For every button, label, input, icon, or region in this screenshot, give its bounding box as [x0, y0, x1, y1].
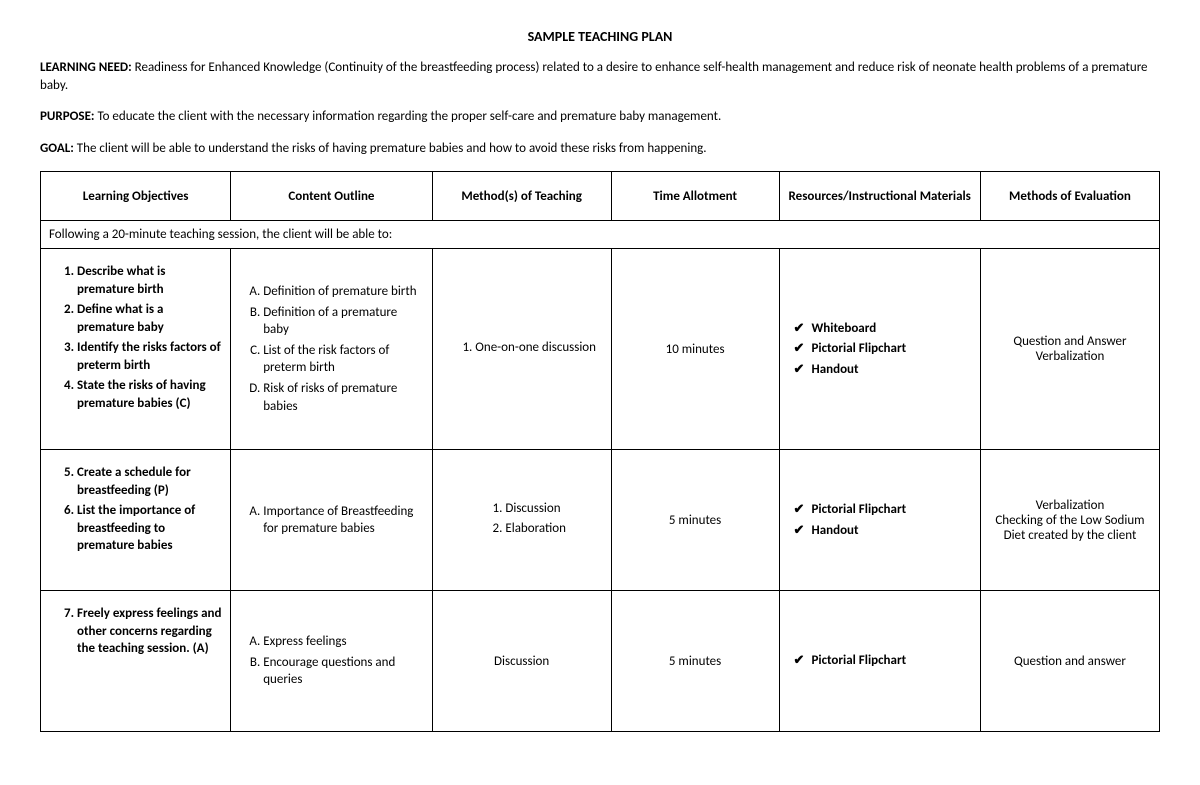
resource-item: Handout	[794, 361, 972, 379]
time-cell: 10 minutes	[611, 249, 779, 450]
content-item: Express feelings	[263, 633, 423, 651]
column-header: Method(s) of Teaching	[432, 172, 611, 221]
method-item: One-on-one discussion	[475, 339, 596, 357]
resource-item: Pictorial Flipchart	[794, 340, 972, 358]
purpose-text: To educate the client with the necessary…	[95, 109, 722, 124]
content-cell: Definition of premature birth Definition …	[231, 249, 432, 450]
learning-need-label: LEARNING NEED:	[40, 60, 132, 75]
table-row: Describe what is premature birthDefine w…	[41, 249, 1160, 450]
evaluation-cell: Question and Answer Verbalization	[980, 249, 1159, 450]
table-header-row: Learning ObjectivesContent OutlineMethod…	[41, 172, 1160, 221]
column-header: Resources/Instructional Materials	[779, 172, 980, 221]
resource-item: Pictorial Flipchart	[794, 501, 972, 519]
method-item: Elaboration	[505, 520, 566, 538]
resource-item: Whiteboard	[794, 320, 972, 338]
methods-cell: One-on-one discussion	[432, 249, 611, 450]
content-item: Definition of a premature baby	[263, 304, 423, 339]
objectives-cell: Describe what is premature birthDefine w…	[41, 249, 231, 450]
column-header: Methods of Evaluation	[980, 172, 1159, 221]
teaching-plan-table: Learning ObjectivesContent OutlineMethod…	[40, 171, 1160, 732]
learning-need-text: Readiness for Enhanced Knowledge (Contin…	[40, 60, 1148, 93]
content-item: List of the risk factors of preterm birt…	[263, 342, 423, 377]
evaluation-cell: VerbalizationChecking of the Low Sodium …	[980, 450, 1159, 591]
objectives-cell: Freely express feelings and other concer…	[41, 591, 231, 732]
content-item: Importance of Breastfeeding for prematur…	[263, 503, 423, 538]
resources-cell: Whiteboard Pictorial Flipchart Handout	[779, 249, 980, 450]
content-cell: Express feelings Encourage questions and …	[231, 591, 432, 732]
content-cell: Importance of Breastfeeding for prematur…	[231, 450, 432, 591]
goal: GOAL: The client will be able to underst…	[40, 140, 1160, 158]
time-cell: 5 minutes	[611, 591, 779, 732]
goal-label: GOAL:	[40, 141, 74, 156]
content-item: Risk of risks of premature babies	[263, 380, 423, 415]
method-item: Discussion	[505, 500, 566, 518]
purpose-label: PURPOSE:	[40, 109, 95, 124]
methods-cell: Discussion	[432, 591, 611, 732]
objective-item: Create a schedule for breastfeeding (P)	[77, 464, 222, 499]
column-header: Content Outline	[231, 172, 432, 221]
content-item: Encourage questions and queries	[263, 654, 423, 689]
span-row-text: Following a 20-minute teaching session, …	[41, 221, 1160, 249]
column-header: Time Allotment	[611, 172, 779, 221]
learning-need: LEARNING NEED: Readiness for Enhanced Kn…	[40, 59, 1160, 94]
resources-cell: Pictorial Flipchart Handout	[779, 450, 980, 591]
objective-item: Describe what is premature birth	[77, 263, 222, 298]
resources-cell: Pictorial Flipchart	[779, 591, 980, 732]
page-title: SAMPLE TEACHING PLAN	[40, 28, 1160, 45]
goal-text: The client will be able to understand th…	[74, 141, 707, 156]
table-row: Create a schedule for breastfeeding (P)L…	[41, 450, 1160, 591]
time-cell: 5 minutes	[611, 450, 779, 591]
objective-item: Identify the risks factors of preterm bi…	[77, 339, 222, 374]
evaluation-cell: Question and answer	[980, 591, 1159, 732]
objective-item: Define what is a premature baby	[77, 301, 222, 336]
table-span-row: Following a 20-minute teaching session, …	[41, 221, 1160, 249]
objective-item: State the risks of having premature babi…	[77, 377, 222, 412]
purpose: PURPOSE: To educate the client with the …	[40, 108, 1160, 126]
methods-cell: Discussion Elaboration	[432, 450, 611, 591]
objectives-cell: Create a schedule for breastfeeding (P)L…	[41, 450, 231, 591]
table-row: Freely express feelings and other concer…	[41, 591, 1160, 732]
resource-item: Handout	[794, 522, 972, 540]
intro-section: LEARNING NEED: Readiness for Enhanced Kn…	[40, 59, 1160, 157]
column-header: Learning Objectives	[41, 172, 231, 221]
objective-item: Freely express feelings and other concer…	[77, 605, 222, 658]
objective-item: List the importance of breastfeeding to …	[77, 502, 222, 555]
resource-item: Pictorial Flipchart	[794, 652, 972, 670]
content-item: Definition of premature birth	[263, 283, 423, 301]
